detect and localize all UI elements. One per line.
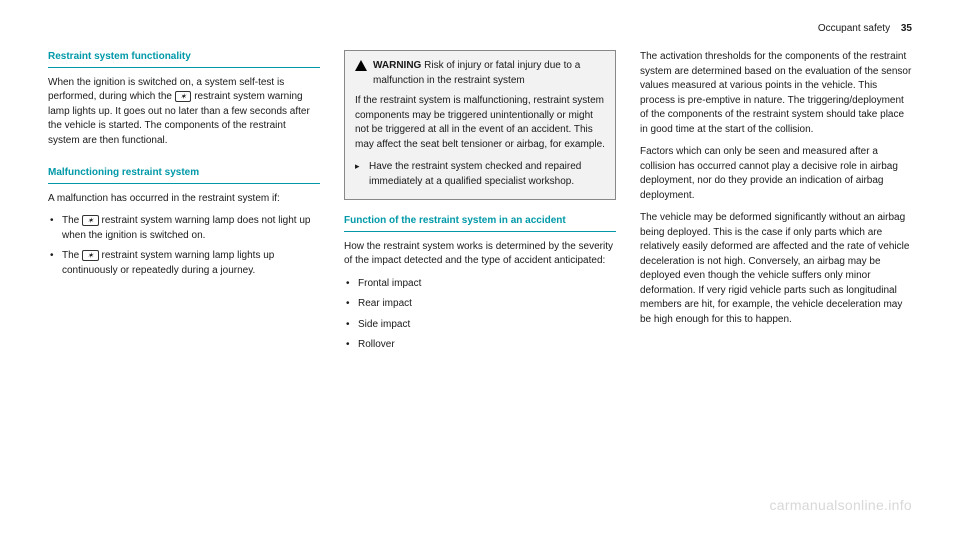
watermark: carmanualsonline.info [770,495,913,515]
paragraph: How the restraint system works is determ… [344,240,616,269]
column-1: Restraint system functionality When the … [48,50,320,361]
column-2: WARNING Risk of injury or fatal injury d… [344,50,616,361]
warning-lamp-icon: ✶ [82,215,99,227]
warning-lamp-icon: ✶ [82,250,99,262]
list-item: The ✶ restraint system warning lamp ligh… [48,249,320,278]
warning-body: If the restraint system is malfunctionin… [355,94,605,152]
paragraph: Factors which can only be seen and measu… [640,145,912,203]
bullet-list: The ✶ restraint system warning lamp does… [48,214,320,278]
warning-lamp-icon: ✶ [175,91,192,103]
page-header: Occupant safety 35 [818,22,912,37]
list-item: The ✶ restraint system warning lamp does… [48,214,320,243]
paragraph: When the ignition is switched on, a syst… [48,76,320,149]
section-name: Occupant safety [818,23,890,34]
warning-action: Have the restraint system checked and re… [355,160,605,189]
content-columns: Restraint system functionality When the … [48,50,912,361]
heading-function-accident: Function of the restraint system in an a… [344,214,616,232]
warning-label: WARNING [373,60,421,71]
warning-box: WARNING Risk of injury or fatal injury d… [344,50,616,200]
list-item: Frontal impact [344,277,616,292]
list-item: Rear impact [344,297,616,312]
paragraph: The activation thresholds for the compon… [640,50,912,137]
heading-malfunctioning: Malfunctioning restraint system [48,166,320,184]
warning-header: WARNING Risk of injury or fatal injury d… [355,59,605,88]
page-number: 35 [901,23,912,34]
warning-triangle-icon [355,60,367,71]
list-item: Side impact [344,318,616,333]
list-item: Rollover [344,338,616,353]
heading-restraint-functionality: Restraint system functionality [48,50,320,68]
column-3: The activation thresholds for the compon… [640,50,912,361]
bullet-list: Frontal impact Rear impact Side impact R… [344,277,616,353]
paragraph: A malfunction has occurred in the restra… [48,192,320,207]
paragraph: The vehicle may be deformed significantl… [640,211,912,327]
